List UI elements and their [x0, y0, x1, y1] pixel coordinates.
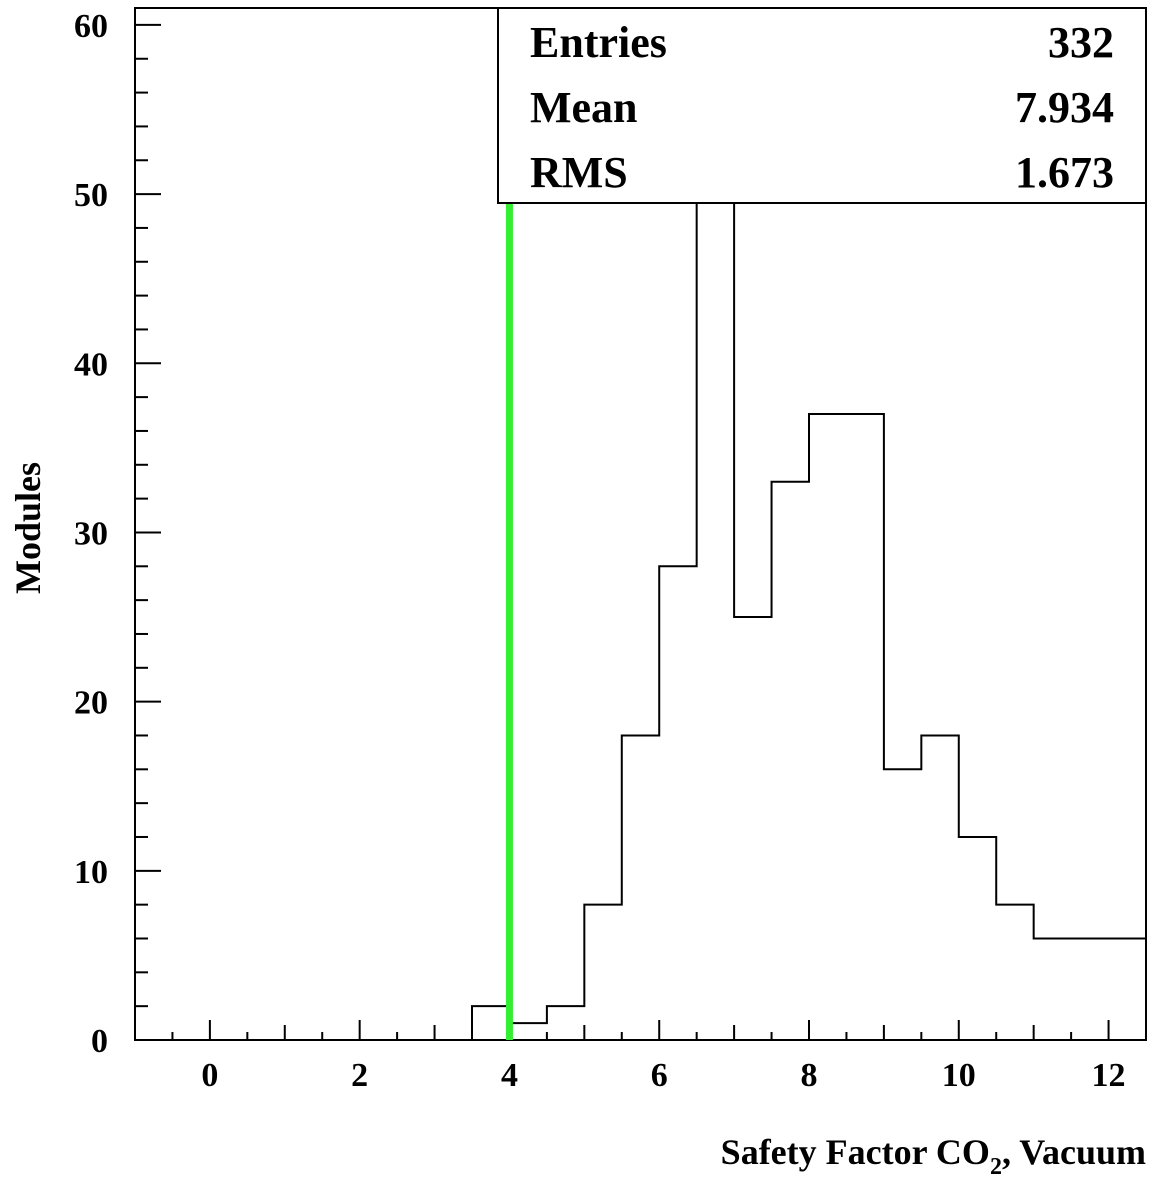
histogram-bin	[996, 905, 1033, 1040]
y-tick-label: 50	[74, 177, 108, 214]
stats-box-frame	[497, 7, 1147, 204]
histogram-bin	[584, 905, 621, 1040]
x-tick-label: 8	[801, 1057, 818, 1094]
y-tick-label: 60	[74, 8, 108, 45]
histogram-bin	[1109, 938, 1146, 1040]
histogram-bin	[697, 110, 734, 1040]
x-tick-label: 6	[651, 1057, 668, 1094]
stats-label: Mean	[530, 83, 638, 132]
histogram-bin	[547, 1006, 584, 1040]
x-tick-label: 4	[501, 1057, 518, 1094]
histogram-outline	[471, 108, 1146, 1040]
x-tick-label: 0	[201, 1057, 218, 1094]
histogram-bin	[509, 1023, 546, 1040]
stats-box: Entries 332 Mean 7.934 RMS 1.673	[497, 7, 1147, 204]
stats-label: Entries	[530, 18, 667, 67]
stats-value: 7.934	[1015, 83, 1114, 132]
x-tick-label: 10	[942, 1057, 976, 1094]
y-tick-label: 20	[74, 685, 108, 722]
stats-label: RMS	[530, 148, 628, 197]
y-tick-label: 40	[74, 346, 108, 383]
x-tick-label: 12	[1092, 1057, 1126, 1094]
histogram-bin	[884, 769, 921, 1040]
x-axis-title-tail: , Vacuum	[1002, 1132, 1146, 1172]
histogram-bin	[734, 617, 771, 1040]
axes-group: 0 2 4 6 8 10 12 0 10 20 30 40 50 60	[74, 7, 1147, 1094]
x-tick-label: 2	[351, 1057, 368, 1094]
x-axis-title-main: Safety Factor CO	[721, 1132, 990, 1172]
histogram-bin	[809, 414, 846, 1040]
histogram-bin	[772, 482, 809, 1040]
histogram-bin	[472, 1006, 509, 1040]
histogram-bin	[846, 414, 883, 1040]
stats-value: 1.673	[1015, 148, 1114, 197]
x-axis-title-subscript: 2	[990, 1154, 1002, 1180]
histogram-bin	[959, 837, 996, 1040]
x-axis-title: Safety Factor CO2, Vacuum	[721, 1132, 1146, 1180]
histogram-bin	[1071, 938, 1108, 1040]
y-tick-label: 0	[91, 1023, 108, 1060]
histogram-bin	[921, 735, 958, 1040]
histogram-bin	[659, 566, 696, 1040]
histogram-bin	[1034, 938, 1071, 1040]
histogram-bin	[622, 735, 659, 1040]
stats-value: 332	[1048, 18, 1114, 67]
y-axis-title: Modules	[8, 462, 48, 594]
y-tick-label: 10	[74, 854, 108, 891]
y-tick-label: 30	[74, 515, 108, 552]
